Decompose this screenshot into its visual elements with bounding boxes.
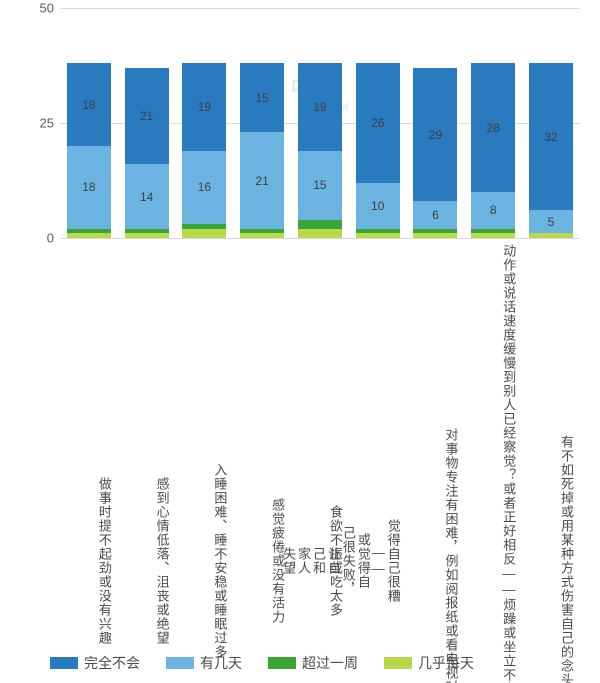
bar-segment [182, 229, 226, 238]
legend-label: 超过一周 [302, 653, 358, 673]
legend: 完全不会 有几天 超过一周 几乎每天 [50, 653, 474, 673]
bar-segment [529, 233, 573, 238]
bar-value-label: 10 [356, 200, 400, 212]
bar-segment: 21 [125, 68, 169, 165]
legend-swatch [166, 657, 194, 669]
bar-segment: 5 [529, 210, 573, 233]
bar-segment [298, 229, 342, 238]
bar-segment: 21 [240, 132, 284, 229]
legend-swatch [50, 657, 78, 669]
bar-segment [182, 224, 226, 229]
bar-value-label: 6 [413, 209, 457, 221]
bar: 5 32 [529, 63, 573, 238]
bar: 21 15 [240, 63, 284, 238]
bar-segment: 19 [182, 63, 226, 150]
bar: 8 28 [471, 63, 515, 238]
legend-swatch [268, 657, 296, 669]
chart-container: 02550 中国 育 W M 1818142116192115151910266… [20, 8, 580, 683]
bar: 14 21 [125, 68, 169, 238]
bar-segment [471, 229, 515, 234]
bar-value-label: 8 [471, 204, 515, 216]
bar-value-label: 15 [240, 92, 284, 104]
bar-segment [413, 233, 457, 238]
bar-segment [67, 233, 111, 238]
bar-value-label: 19 [298, 101, 342, 113]
legend-item: 超过一周 [268, 653, 358, 673]
bar-segment [356, 233, 400, 238]
x-axis-label: 感觉疲倦或没有活力 [240, 244, 284, 683]
legend-swatch [384, 657, 412, 669]
bar-segment [356, 229, 400, 234]
x-axis-label: 做事时提不起劲或没有兴趣 [67, 244, 111, 683]
x-axis-label: 有不如死掉或用某种方式伤害自己的念头 [529, 244, 573, 683]
x-axis-label: 动作或说话速度缓慢到别人已经察觉？或者正好相反——烦躁或坐立不安、动来动去的情况… [471, 244, 515, 683]
bar-segment [413, 229, 457, 234]
bar: 6 29 [413, 68, 457, 238]
bar-segment [67, 229, 111, 234]
bars-group: 181814211619211515191026629828532 [60, 8, 580, 238]
x-axis-label: 入睡困难、睡不安稳或睡眠过多 [182, 244, 226, 683]
x-axis-labels: 做事时提不起劲或没有兴趣感到心情低落、沮丧或绝望入睡困难、睡不安稳或睡眠过多感觉… [60, 244, 580, 683]
bar-value-label: 5 [529, 216, 573, 228]
gridline [60, 238, 580, 239]
bar-segment: 15 [240, 63, 284, 132]
bar: 1619 [182, 63, 226, 238]
bar: 1818 [67, 63, 111, 238]
legend-label: 几乎每天 [418, 653, 474, 673]
bar-segment [125, 229, 169, 234]
bar-segment: 18 [67, 63, 111, 146]
bar-segment [240, 233, 284, 238]
plot-area: 02550 中国 育 W M 1818142116192115151910266… [60, 8, 580, 238]
bar-segment: 10 [356, 183, 400, 229]
bar-segment [125, 233, 169, 238]
bar-value-label: 18 [67, 99, 111, 111]
y-tick: 0 [47, 231, 54, 246]
bar-segment: 8 [471, 192, 515, 229]
bar-segment [298, 220, 342, 229]
x-axis-label: 觉得自己很糟 —— 或觉得自 己很失败， 让自 己和 家人 失望 [356, 244, 400, 683]
y-axis: 02550 [20, 8, 58, 238]
bar-value-label: 21 [125, 110, 169, 122]
bar-segment: 14 [125, 164, 169, 228]
y-tick: 25 [40, 116, 54, 131]
bar-value-label: 19 [182, 101, 226, 113]
x-axis-label: 对事物专注有困难，例如阅报纸或看电视时 [413, 244, 457, 683]
bar-segment: 19 [298, 63, 342, 150]
bar-value-label: 16 [182, 181, 226, 193]
bar: 1519 [298, 63, 342, 238]
bar-value-label: 26 [356, 117, 400, 129]
bar-value-label: 15 [298, 179, 342, 191]
bar-segment [240, 229, 284, 234]
bar-value-label: 14 [125, 191, 169, 203]
bar-segment: 32 [529, 63, 573, 210]
bar-segment: 18 [67, 146, 111, 229]
bar-value-label: 18 [67, 181, 111, 193]
legend-label: 完全不会 [84, 653, 140, 673]
bar-segment: 26 [356, 63, 400, 183]
bar-value-label: 28 [471, 122, 515, 134]
legend-item: 完全不会 [50, 653, 140, 673]
bar-segment [471, 233, 515, 238]
bar-segment: 29 [413, 68, 457, 201]
legend-label: 有几天 [200, 653, 242, 673]
y-tick: 50 [40, 1, 54, 16]
bar-value-label: 21 [240, 175, 284, 187]
bar-segment: 15 [298, 151, 342, 220]
bar-segment: 6 [413, 201, 457, 229]
bar-segment: 28 [471, 63, 515, 192]
bar-value-label: 32 [529, 131, 573, 143]
legend-item: 有几天 [166, 653, 242, 673]
bar: 10 26 [356, 63, 400, 238]
bar-value-label: 29 [413, 129, 457, 141]
bar-segment: 16 [182, 151, 226, 225]
x-axis-label: 食欲不振或吃太多 [298, 244, 342, 683]
legend-item: 几乎每天 [384, 653, 474, 673]
x-axis-label: 感到心情低落、沮丧或绝望 [125, 244, 169, 683]
